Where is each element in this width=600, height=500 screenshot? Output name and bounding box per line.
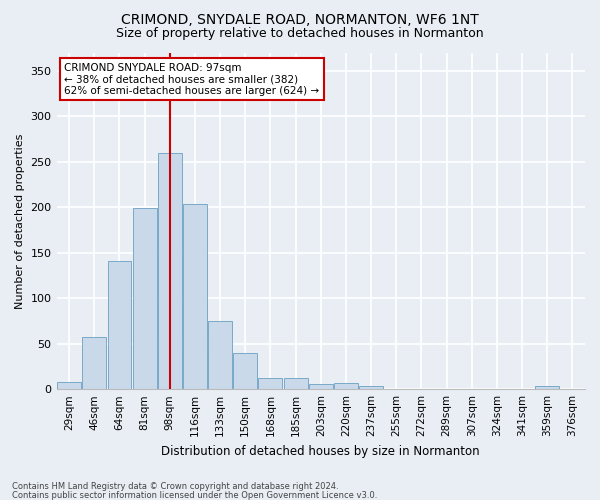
Y-axis label: Number of detached properties: Number of detached properties xyxy=(15,133,25,308)
Text: CRIMOND SNYDALE ROAD: 97sqm
← 38% of detached houses are smaller (382)
62% of se: CRIMOND SNYDALE ROAD: 97sqm ← 38% of det… xyxy=(64,62,320,96)
Bar xyxy=(107,261,131,389)
Text: Size of property relative to detached houses in Normanton: Size of property relative to detached ho… xyxy=(116,28,484,40)
Text: Contains HM Land Registry data © Crown copyright and database right 2024.: Contains HM Land Registry data © Crown c… xyxy=(12,482,338,491)
Text: CRIMOND, SNYDALE ROAD, NORMANTON, WF6 1NT: CRIMOND, SNYDALE ROAD, NORMANTON, WF6 1N… xyxy=(121,12,479,26)
Bar xyxy=(359,386,383,389)
Bar xyxy=(208,321,232,389)
Bar xyxy=(57,382,81,389)
Bar xyxy=(259,378,283,389)
X-axis label: Distribution of detached houses by size in Normanton: Distribution of detached houses by size … xyxy=(161,444,480,458)
Text: Contains public sector information licensed under the Open Government Licence v3: Contains public sector information licen… xyxy=(12,490,377,500)
Bar xyxy=(309,384,333,389)
Bar xyxy=(284,378,308,389)
Bar xyxy=(233,353,257,389)
Bar xyxy=(183,204,207,389)
Bar xyxy=(334,383,358,389)
Bar xyxy=(133,208,157,389)
Bar xyxy=(158,152,182,389)
Bar xyxy=(82,338,106,389)
Bar xyxy=(535,386,559,389)
